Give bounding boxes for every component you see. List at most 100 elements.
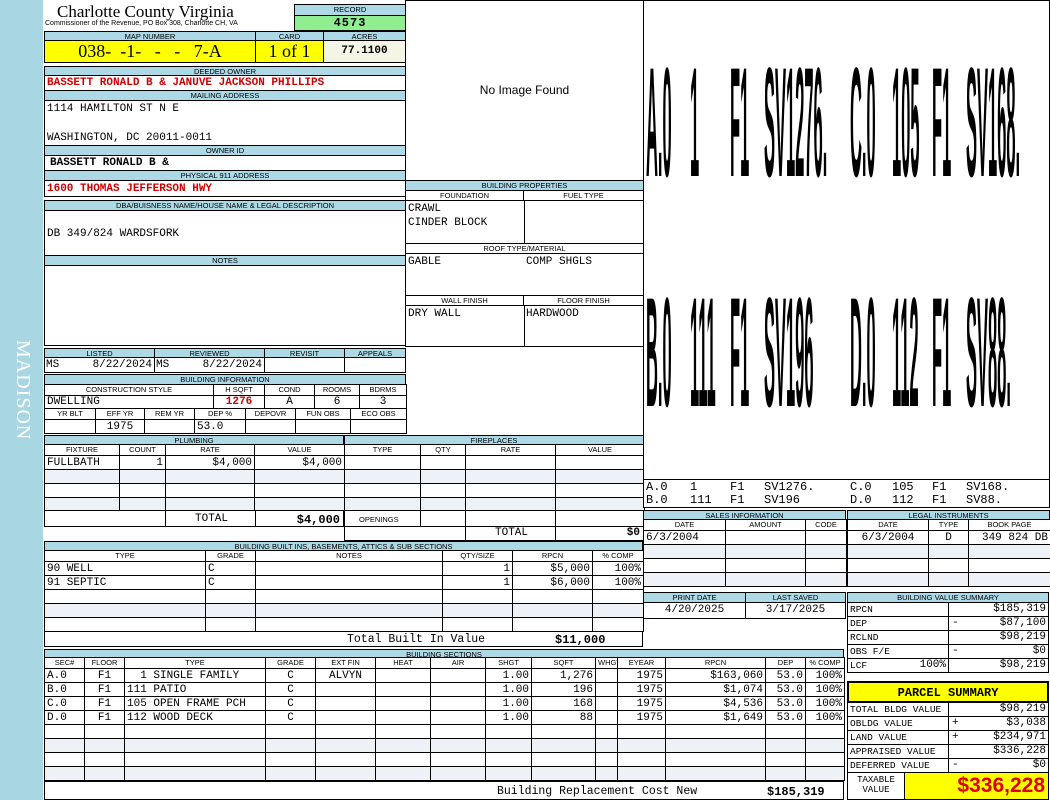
section-cell: 100%	[805, 682, 845, 697]
sale-cell: 6/3/2004	[643, 530, 726, 545]
section-cell: C.0	[44, 696, 85, 711]
parcel-sign: +	[952, 731, 959, 743]
sale-cell	[805, 558, 847, 573]
plumbing-cell	[44, 469, 120, 484]
section-cell	[265, 752, 316, 767]
sections-total: $185,319	[767, 785, 825, 799]
built-in-cell	[512, 617, 593, 632]
plumbing-row	[44, 483, 345, 498]
section-cell: 100%	[805, 710, 845, 725]
section-row: A.0 F1 1 SINGLE FAMILY C ALVYN 1.00 1,276 1975…	[44, 668, 845, 683]
built-in-cell	[44, 603, 206, 618]
section-cell	[375, 724, 431, 739]
section-cell: C	[265, 682, 316, 697]
section-cell	[485, 738, 532, 753]
section-cell	[84, 724, 125, 739]
section-cell: F1	[84, 710, 125, 725]
physical-address: 1600 THOMAS JEFFERSON HWY	[44, 180, 406, 197]
parcel-label: DEFERRED VALUE	[850, 760, 930, 771]
sale-row	[643, 572, 847, 587]
parcel-value: $0	[1032, 759, 1046, 771]
section-cell: $4,536	[665, 696, 766, 711]
section-column-header: FLOOR	[84, 657, 125, 669]
sketch-legend-item: C.0	[850, 480, 872, 494]
section-cell: B.0	[44, 682, 85, 697]
hdr-bdrms: BDRMS	[359, 384, 407, 396]
deeded-owner: BASSETT RONALD B & JANUVE JACKSON PHILLI…	[44, 75, 406, 91]
section-cell	[531, 752, 596, 767]
section-cell	[44, 738, 85, 753]
section-cell: $1,649	[665, 710, 766, 725]
section-cell	[595, 766, 618, 781]
built-in-row	[44, 603, 644, 618]
dba-value: DB 349/824 WARDSFORK	[44, 210, 406, 256]
legal-cell	[968, 558, 1050, 573]
sketch-label: SV88.	[966, 265, 1011, 439]
sketch-label: SV196	[764, 265, 814, 439]
built-in-cell	[255, 617, 443, 632]
built-in-cell: 1	[442, 561, 513, 576]
bvs-label: LCF	[850, 660, 868, 671]
sketch-label: B.0	[646, 265, 672, 439]
fireplaces-column-header: QTY	[420, 444, 466, 456]
section-cell: 53.0	[765, 696, 806, 711]
built-in-cell	[442, 603, 513, 618]
fireplace-openings-row: OPENINGS	[344, 510, 644, 527]
eff-yr: 1975	[95, 419, 145, 434]
sketch-legend-item: A.0	[646, 480, 668, 494]
section-column-header: GRADE	[265, 657, 316, 669]
openings-label: OPENINGS	[359, 515, 399, 524]
sale-cell	[725, 558, 806, 573]
fireplaces-column-header: TYPE	[344, 444, 421, 456]
built-in-cell	[255, 589, 443, 604]
section-cell	[665, 738, 766, 753]
sketch-legend-item: SV168.	[966, 480, 1010, 494]
mailing-line-2: WASHINGTON, DC 20011-0011	[47, 132, 213, 144]
bvs-value: $98,219	[999, 659, 1046, 671]
section-cell	[595, 752, 618, 767]
building-properties-title: BUILDING PROPERTIES	[406, 181, 643, 191]
sale-cell	[643, 572, 726, 587]
taxable-label-1: TAXABLE	[857, 775, 895, 785]
listed-cell: MS 8/22/2024	[44, 357, 155, 373]
section-column-header: SEC#	[44, 657, 85, 669]
fireplaces-table: TYPE QTY RATE VALUE	[344, 444, 645, 512]
section-cell	[430, 682, 486, 697]
fireplaces-cell	[465, 497, 556, 512]
section-cell	[595, 696, 618, 711]
appeals-value	[344, 357, 406, 373]
legal-column-header: DATE	[847, 519, 929, 531]
section-cell: F1	[84, 682, 125, 697]
section-cell: 168	[531, 696, 596, 711]
section-cell	[44, 766, 85, 781]
plumbing-cell	[254, 469, 345, 484]
sale-column-header: AMOUNT	[725, 519, 806, 531]
sketch-label: F1	[730, 35, 749, 209]
sketch-label: 105	[892, 35, 920, 209]
wall-finish-label: WALL FINISH	[406, 295, 524, 306]
built-in-cell	[255, 575, 443, 590]
section-cell	[375, 738, 431, 753]
fireplaces-row	[344, 483, 645, 498]
section-cell	[124, 752, 266, 767]
fireplaces-cell	[420, 483, 466, 498]
sketch-legend-item: 111	[690, 493, 712, 507]
built-in-total-row: Total Built In Value $11,000	[44, 631, 643, 647]
parcel-summary-title: PARCEL SUMMARY	[847, 681, 1049, 703]
section-cell: C	[265, 710, 316, 725]
section-cell: F1	[84, 696, 125, 711]
map-number: 038- -1- - - 7-A	[44, 40, 256, 63]
section-row	[44, 752, 845, 767]
section-cell	[485, 724, 532, 739]
section-cell: $163,060	[665, 668, 766, 683]
section-cell: 1975	[617, 710, 666, 725]
section-cell	[430, 724, 486, 739]
revisit-value	[264, 357, 345, 373]
bvs-label: RPCN	[850, 604, 873, 615]
sketch-area[interactable]: A.0 1 F1 SV1276. C.0 105 F1 SV168. B.0 111 F1 SV196…	[643, 0, 1050, 508]
sale-cell	[725, 572, 806, 587]
sketch-label: SV168.	[966, 35, 1020, 209]
fun-obs	[295, 419, 351, 434]
bvs-row: RPCN $185,319	[847, 602, 1049, 617]
bvs-sign: -	[952, 645, 959, 657]
